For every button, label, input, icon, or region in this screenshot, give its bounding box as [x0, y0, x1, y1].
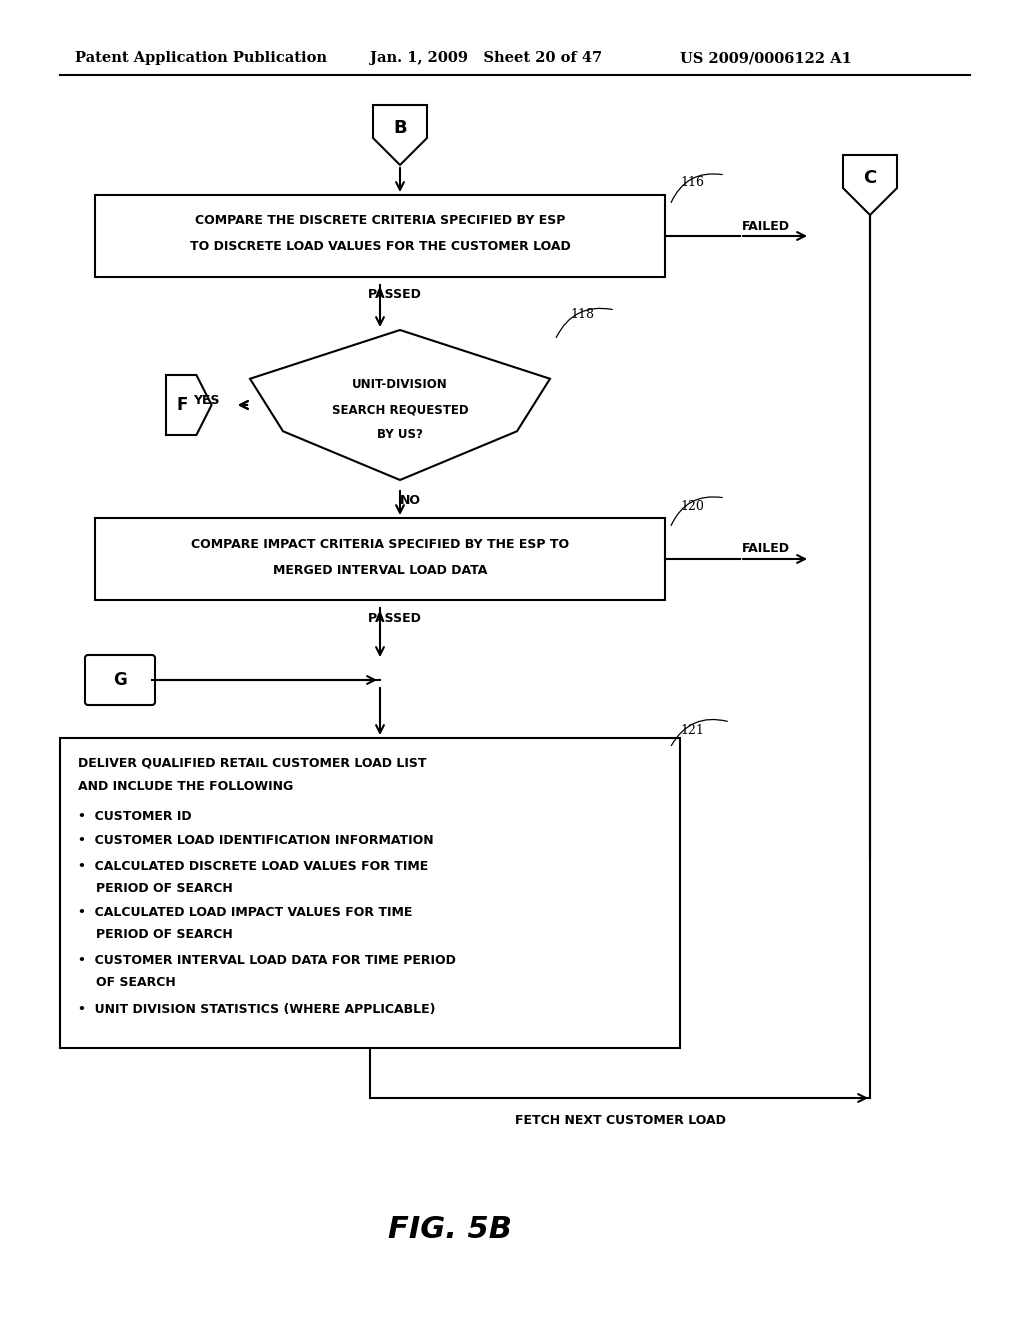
Text: •  CUSTOMER LOAD IDENTIFICATION INFORMATION: • CUSTOMER LOAD IDENTIFICATION INFORMATI… — [78, 834, 433, 847]
Text: FIG. 5B: FIG. 5B — [388, 1216, 512, 1245]
Text: 120: 120 — [680, 499, 703, 512]
Bar — [95, 517, 665, 601]
Text: SEARCH REQUESTED: SEARCH REQUESTED — [332, 404, 468, 417]
FancyBboxPatch shape — [85, 655, 155, 705]
Text: FAILED: FAILED — [742, 219, 790, 232]
Text: 121: 121 — [680, 723, 703, 737]
Text: Patent Application Publication: Patent Application Publication — [75, 51, 327, 65]
Text: C: C — [863, 169, 877, 187]
Text: US 2009/0006122 A1: US 2009/0006122 A1 — [680, 51, 852, 65]
Text: •  CUSTOMER INTERVAL LOAD DATA FOR TIME PERIOD: • CUSTOMER INTERVAL LOAD DATA FOR TIME P… — [78, 953, 456, 966]
Text: G: G — [113, 671, 127, 689]
Text: FETCH NEXT CUSTOMER LOAD: FETCH NEXT CUSTOMER LOAD — [515, 1114, 725, 1126]
Text: NO: NO — [399, 494, 421, 507]
Text: BY US?: BY US? — [377, 429, 423, 441]
Text: YES: YES — [194, 393, 220, 407]
Polygon shape — [250, 330, 550, 480]
Text: COMPARE IMPACT CRITERIA SPECIFIED BY THE ESP TO: COMPARE IMPACT CRITERIA SPECIFIED BY THE… — [190, 537, 569, 550]
Bar — [60, 738, 680, 1048]
Polygon shape — [166, 375, 212, 436]
Text: 116: 116 — [680, 177, 705, 190]
Text: PASSED: PASSED — [368, 611, 422, 624]
Text: TO DISCRETE LOAD VALUES FOR THE CUSTOMER LOAD: TO DISCRETE LOAD VALUES FOR THE CUSTOMER… — [189, 240, 570, 253]
Text: F: F — [176, 396, 187, 414]
Text: •  CUSTOMER ID: • CUSTOMER ID — [78, 809, 191, 822]
Text: Jan. 1, 2009   Sheet 20 of 47: Jan. 1, 2009 Sheet 20 of 47 — [370, 51, 602, 65]
Text: FAILED: FAILED — [742, 543, 790, 556]
Text: •  UNIT DIVISION STATISTICS (WHERE APPLICABLE): • UNIT DIVISION STATISTICS (WHERE APPLIC… — [78, 1003, 435, 1016]
Text: OF SEARCH: OF SEARCH — [96, 975, 176, 989]
Text: UNIT-DIVISION: UNIT-DIVISION — [352, 379, 447, 392]
Text: PERIOD OF SEARCH: PERIOD OF SEARCH — [96, 882, 232, 895]
Text: B: B — [393, 119, 407, 137]
Text: •  CALCULATED LOAD IMPACT VALUES FOR TIME: • CALCULATED LOAD IMPACT VALUES FOR TIME — [78, 907, 413, 920]
Polygon shape — [373, 106, 427, 165]
Text: PERIOD OF SEARCH: PERIOD OF SEARCH — [96, 928, 232, 941]
Text: DELIVER QUALIFIED RETAIL CUSTOMER LOAD LIST: DELIVER QUALIFIED RETAIL CUSTOMER LOAD L… — [78, 756, 427, 770]
Bar — [95, 195, 665, 277]
Text: AND INCLUDE THE FOLLOWING: AND INCLUDE THE FOLLOWING — [78, 780, 293, 792]
Text: COMPARE THE DISCRETE CRITERIA SPECIFIED BY ESP: COMPARE THE DISCRETE CRITERIA SPECIFIED … — [195, 214, 565, 227]
Text: 118: 118 — [570, 309, 594, 322]
Text: MERGED INTERVAL LOAD DATA: MERGED INTERVAL LOAD DATA — [272, 564, 487, 577]
Text: PASSED: PASSED — [368, 289, 422, 301]
Text: •  CALCULATED DISCRETE LOAD VALUES FOR TIME: • CALCULATED DISCRETE LOAD VALUES FOR TI… — [78, 859, 428, 873]
Polygon shape — [843, 154, 897, 215]
